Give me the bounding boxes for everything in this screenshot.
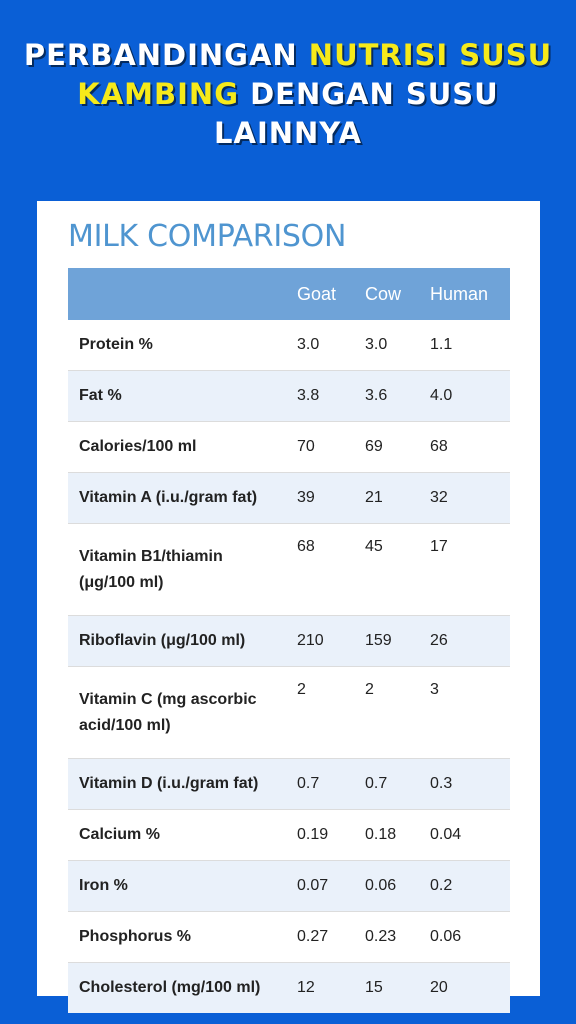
- headline-highlight: NUTRISI SUSU: [308, 38, 553, 72]
- milk-comparison-table: Goat Cow Human Protein % 3.0 3.0 1.1 Fat…: [68, 268, 510, 1013]
- cow-value: 0.18: [353, 809, 418, 861]
- card-title: MILK COMPARISON: [68, 219, 347, 254]
- table-row: Protein % 3.0 3.0 1.1: [68, 320, 510, 371]
- table-row: Cholesterol (mg/100 ml) 12 15 20: [68, 962, 510, 1013]
- table-row: Vitamin A (i.u./gram fat) 39 21 32: [68, 472, 510, 524]
- goat-value: 0.19: [285, 809, 353, 861]
- headline-text: LAINNYA: [214, 116, 362, 150]
- goat-value: 2: [285, 666, 353, 759]
- cow-value: 3.0: [353, 320, 418, 371]
- human-value: 1.1: [418, 320, 510, 371]
- human-value: 32: [418, 472, 510, 524]
- cow-value: 69: [353, 421, 418, 473]
- column-header-goat: Goat: [285, 268, 353, 320]
- goat-value: 39: [285, 472, 353, 524]
- headline-line-3: LAINNYA: [0, 114, 576, 153]
- cow-value: 159: [353, 615, 418, 667]
- human-value: 3: [418, 666, 510, 759]
- goat-value: 12: [285, 962, 353, 1013]
- goat-value: 210: [285, 615, 353, 667]
- human-value: 17: [418, 523, 510, 616]
- cow-value: 21: [353, 472, 418, 524]
- human-value: 26: [418, 615, 510, 667]
- column-header-nutrient: [68, 268, 285, 320]
- table-row: Vitamin B1/thiamin (μg/100 ml) 68 45 17: [68, 523, 510, 616]
- goat-value: 68: [285, 523, 353, 616]
- table-row: Calcium % 0.19 0.18 0.04: [68, 809, 510, 861]
- headline-text: PERBANDINGAN: [23, 38, 309, 72]
- nutrient-label: Vitamin C (mg ascorbic acid/100 ml): [68, 666, 285, 759]
- nutrient-label: Phosphorus %: [68, 911, 285, 963]
- human-value: 68: [418, 421, 510, 473]
- table-row: Vitamin D (i.u./gram fat) 0.7 0.7 0.3: [68, 758, 510, 810]
- goat-value: 3.8: [285, 370, 353, 422]
- goat-value: 70: [285, 421, 353, 473]
- human-value: 0.2: [418, 860, 510, 912]
- nutrient-label: Cholesterol (mg/100 ml): [68, 962, 285, 1013]
- nutrient-label: Riboflavin (μg/100 ml): [68, 615, 285, 667]
- table-row: Phosphorus % 0.27 0.23 0.06: [68, 911, 510, 963]
- table-row: Iron % 0.07 0.06 0.2: [68, 860, 510, 912]
- headline-line-2: KAMBING DENGAN SUSU: [0, 75, 576, 114]
- nutrient-label: Calories/100 ml: [68, 421, 285, 473]
- cow-value: 45: [353, 523, 418, 616]
- column-header-cow: Cow: [353, 268, 418, 320]
- cow-value: 2: [353, 666, 418, 759]
- table-row: Riboflavin (μg/100 ml) 210 159 26: [68, 615, 510, 667]
- headline-highlight: KAMBING: [77, 77, 239, 111]
- nutrient-label: Calcium %: [68, 809, 285, 861]
- nutrient-label: Vitamin B1/thiamin (μg/100 ml): [68, 523, 285, 616]
- cow-value: 0.7: [353, 758, 418, 810]
- nutrient-label: Protein %: [68, 320, 285, 371]
- goat-value: 0.7: [285, 758, 353, 810]
- goat-value: 0.07: [285, 860, 353, 912]
- nutrient-label: Fat %: [68, 370, 285, 422]
- cow-value: 3.6: [353, 370, 418, 422]
- goat-value: 3.0: [285, 320, 353, 371]
- cow-value: 0.23: [353, 911, 418, 963]
- nutrient-label: Iron %: [68, 860, 285, 912]
- nutrient-label: Vitamin A (i.u./gram fat): [68, 472, 285, 524]
- nutrient-label: Vitamin D (i.u./gram fat): [68, 758, 285, 810]
- table-row: Fat % 3.8 3.6 4.0: [68, 370, 510, 422]
- human-value: 4.0: [418, 370, 510, 422]
- human-value: 20: [418, 962, 510, 1013]
- column-header-human: Human: [418, 268, 510, 320]
- goat-value: 0.27: [285, 911, 353, 963]
- cow-value: 0.06: [353, 860, 418, 912]
- table-row: Vitamin C (mg ascorbic acid/100 ml) 2 2 …: [68, 666, 510, 759]
- table-header-row: Goat Cow Human: [68, 268, 510, 320]
- headline: PERBANDINGAN NUTRISI SUSU KAMBING DENGAN…: [0, 36, 576, 153]
- headline-line-1: PERBANDINGAN NUTRISI SUSU: [0, 36, 576, 75]
- table-row: Calories/100 ml 70 69 68: [68, 421, 510, 473]
- cow-value: 15: [353, 962, 418, 1013]
- human-value: 0.06: [418, 911, 510, 963]
- milk-comparison-card: MILK COMPARISON Goat Cow Human Protein %…: [37, 201, 540, 1013]
- human-value: 0.3: [418, 758, 510, 810]
- human-value: 0.04: [418, 809, 510, 861]
- headline-text: DENGAN SUSU: [239, 77, 499, 111]
